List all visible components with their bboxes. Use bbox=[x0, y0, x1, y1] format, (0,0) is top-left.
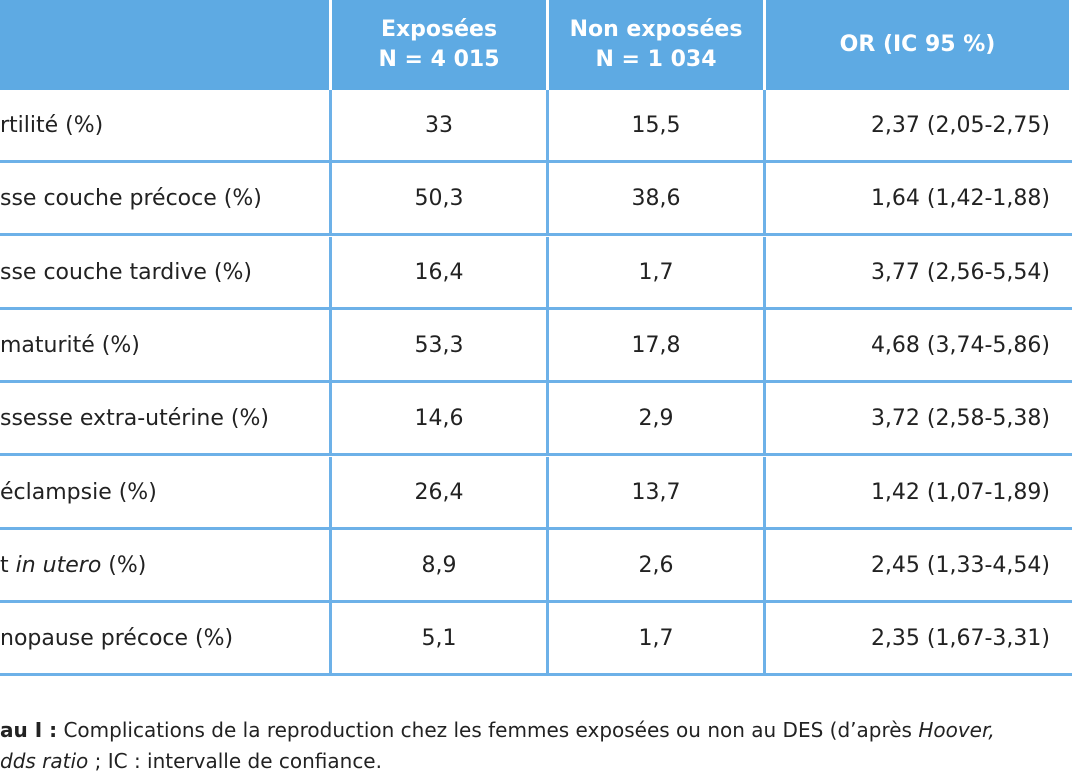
cell-text: 17,8 bbox=[631, 332, 681, 358]
cell-text: 2,6 bbox=[638, 552, 674, 578]
label-text: sse couche tardive (%) bbox=[0, 259, 252, 285]
cell-text: 14,6 bbox=[414, 405, 464, 431]
table-cell: 2,6 bbox=[549, 530, 766, 603]
cell-text: 13,7 bbox=[631, 479, 681, 505]
label-text: ssesse extra-utérine (%) bbox=[0, 405, 269, 431]
table-cell: 26,4 bbox=[332, 457, 549, 530]
cell-text: 2,45 (1,33-4,54) bbox=[870, 552, 1050, 578]
table-cell: 38,6 bbox=[549, 163, 766, 236]
table-cell: 15,5 bbox=[549, 90, 766, 163]
table-cell: 53,3 bbox=[332, 310, 549, 383]
label-text: éclampsie (%) bbox=[0, 479, 157, 505]
row-label: sse couche tardive (%) bbox=[0, 237, 332, 310]
table-cell: 3,77 (2,56-5,54) bbox=[766, 237, 1072, 310]
cell-text: 1,7 bbox=[638, 625, 674, 651]
caption-text: Complications de la reproduction chez le… bbox=[57, 718, 919, 742]
table-cell: 1,64 (1,42-1,88) bbox=[766, 163, 1072, 236]
header-cell bbox=[0, 0, 332, 90]
label-text: sse couche précoce (%) bbox=[0, 185, 262, 211]
cell-text: 16,4 bbox=[414, 259, 464, 285]
cell-text: 26,4 bbox=[414, 479, 464, 505]
table-cell: 17,8 bbox=[549, 310, 766, 383]
row-label: ssesse extra-utérine (%) bbox=[0, 383, 332, 456]
caption-text: Hoover, bbox=[918, 718, 995, 742]
header-cell: Exposées N = 4 015 bbox=[332, 0, 549, 90]
header-text: N = 4 015 bbox=[378, 47, 500, 72]
label-text: (%) bbox=[101, 552, 147, 578]
row-label: sse couche précoce (%) bbox=[0, 163, 332, 236]
table-cell: 13,7 bbox=[549, 457, 766, 530]
caption-text: dds ratio bbox=[0, 749, 89, 773]
caption-text: au I : bbox=[0, 718, 58, 742]
cell-text: 33 bbox=[425, 112, 453, 138]
caption-line: au I : Complications de la reproduction … bbox=[0, 718, 995, 742]
table-cell: 1,42 (1,07-1,89) bbox=[766, 457, 1072, 530]
header-text: OR (IC 95 %) bbox=[839, 32, 996, 57]
table-cell: 33 bbox=[332, 90, 549, 163]
table-cell: 8,9 bbox=[332, 530, 549, 603]
cell-text: 15,5 bbox=[631, 112, 681, 138]
cell-text: 53,3 bbox=[414, 332, 464, 358]
cell-text: 50,3 bbox=[414, 185, 464, 211]
header-text: Exposées bbox=[380, 17, 498, 42]
cell-text: 2,9 bbox=[638, 405, 674, 431]
row-label: nopause précoce (%) bbox=[0, 603, 332, 676]
label-text: maturité (%) bbox=[0, 332, 140, 358]
cell-text: 1,64 (1,42-1,88) bbox=[870, 185, 1050, 211]
label-text: t bbox=[0, 552, 16, 578]
header-cell: Non exposées N = 1 034 bbox=[549, 0, 766, 90]
table-cell: 1,7 bbox=[549, 237, 766, 310]
label-text: rtilité (%) bbox=[0, 112, 104, 138]
cell-text: 2,37 (2,05-2,75) bbox=[870, 112, 1050, 138]
row-label: maturité (%) bbox=[0, 310, 332, 383]
table-cell: 16,4 bbox=[332, 237, 549, 310]
cell-text: 3,72 (2,58-5,38) bbox=[870, 405, 1050, 431]
table-cell: 50,3 bbox=[332, 163, 549, 236]
row-label: éclampsie (%) bbox=[0, 457, 332, 530]
header-text: N = 1 034 bbox=[595, 47, 717, 72]
table-cell: 2,9 bbox=[549, 383, 766, 456]
header-text: Non exposées bbox=[569, 17, 743, 42]
table-cell: 2,37 (2,05-2,75) bbox=[766, 90, 1072, 163]
caption-text: ; IC : intervalle de confiance. bbox=[88, 749, 382, 773]
header-cell: OR (IC 95 %) bbox=[766, 0, 1072, 90]
table-cell: 1,7 bbox=[549, 603, 766, 676]
cell-text: 1,42 (1,07-1,89) bbox=[870, 479, 1050, 505]
row-label: rtilité (%) bbox=[0, 90, 332, 163]
table-cell: 4,68 (3,74-5,86) bbox=[766, 310, 1072, 383]
table-cell: 5,1 bbox=[332, 603, 549, 676]
label-text: nopause précoce (%) bbox=[0, 625, 234, 651]
table-cell: 2,45 (1,33-4,54) bbox=[766, 530, 1072, 603]
cell-text: 38,6 bbox=[631, 185, 681, 211]
cell-text: 4,68 (3,74-5,86) bbox=[870, 332, 1050, 358]
cell-text: 1,7 bbox=[638, 259, 674, 285]
table-cell: 3,72 (2,58-5,38) bbox=[766, 383, 1072, 456]
row-label: t in utero (%) bbox=[0, 530, 332, 603]
cell-text: 5,1 bbox=[421, 625, 457, 651]
cell-text: 3,77 (2,56-5,54) bbox=[870, 259, 1050, 285]
label-text: in utero bbox=[15, 552, 102, 578]
caption-line: dds ratio ; IC : intervalle de confiance… bbox=[0, 749, 382, 773]
table-cell: 14,6 bbox=[332, 383, 549, 456]
cell-text: 8,9 bbox=[421, 552, 457, 578]
table-cell: 2,35 (1,67-3,31) bbox=[766, 603, 1072, 676]
cell-text: 2,35 (1,67-3,31) bbox=[870, 625, 1050, 651]
